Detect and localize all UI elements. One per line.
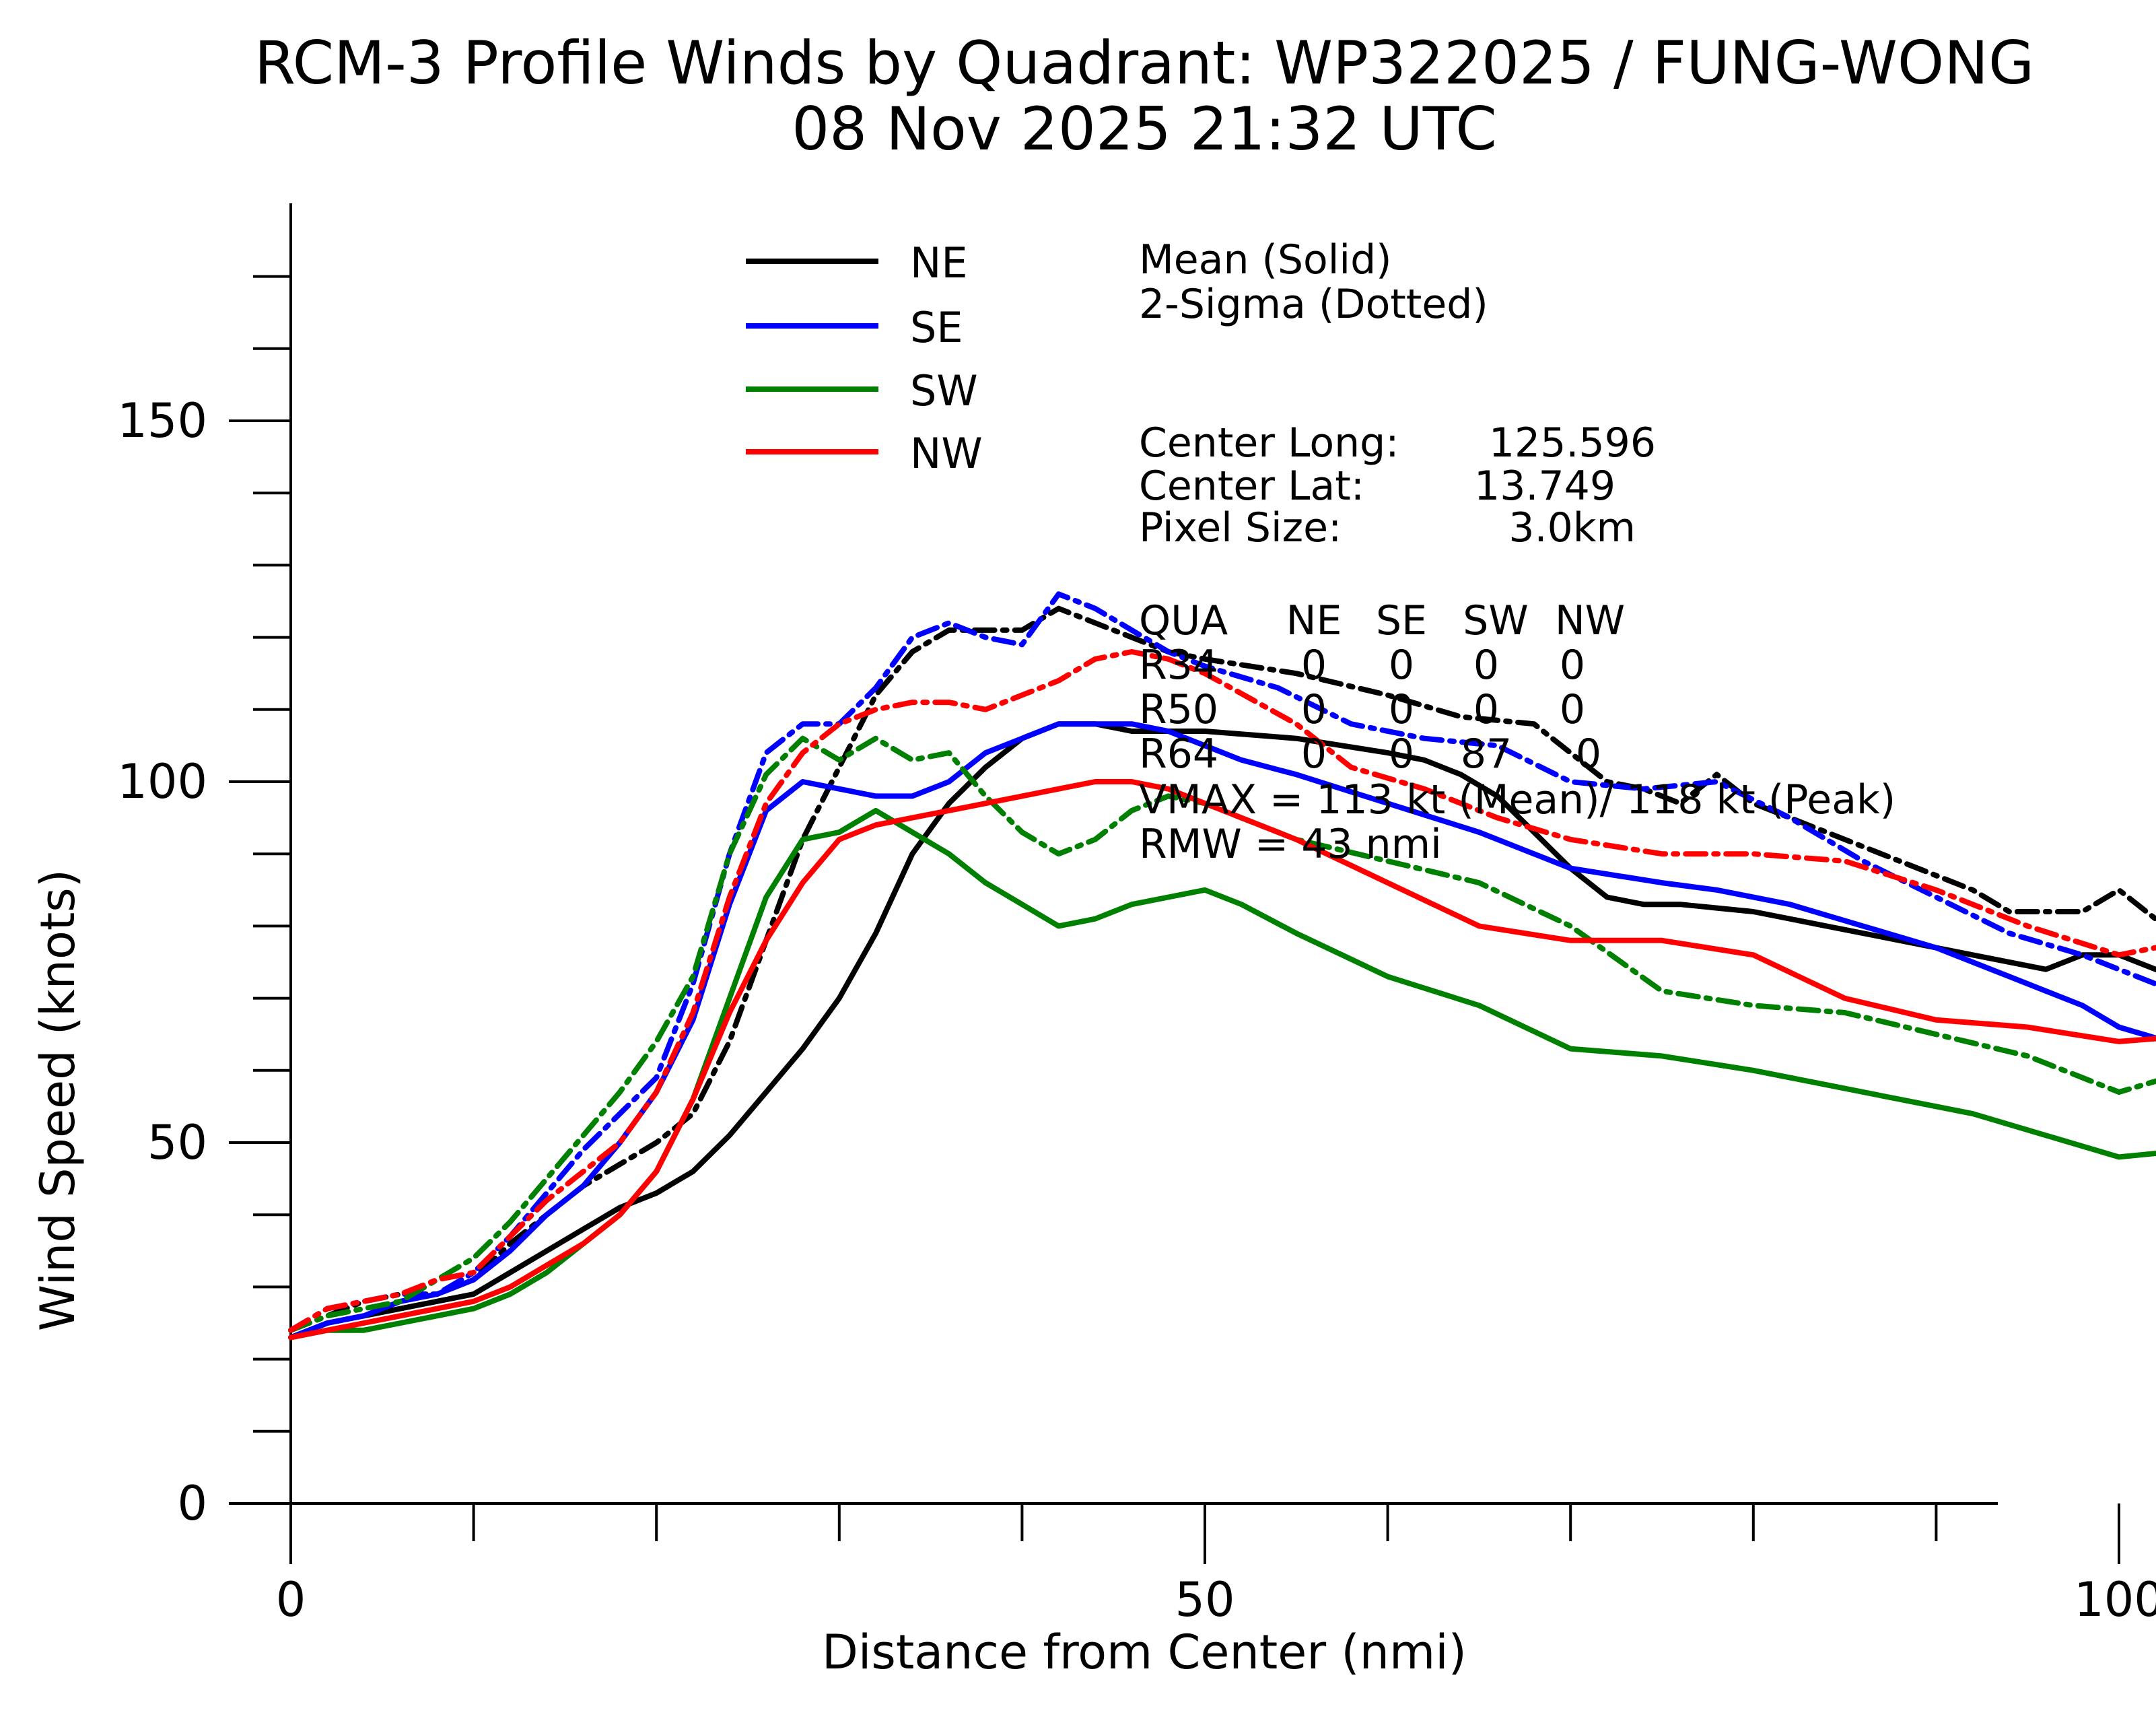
x-tick-label-100: 100 [2074,1572,2156,1627]
series-se-sigma-line [288,591,2156,1333]
row-r34-nw: 0 [1560,642,1585,689]
table-header-nw: NW [1555,597,1625,644]
x-tick-label-0: 0 [276,1572,306,1627]
vmax-text: VMAX = 113 kt (Mean)/ 118 kt (Peak) [1139,776,1896,823]
row-r64-ne: 0 [1301,731,1327,778]
x-tick-label-50: 50 [1175,1572,1235,1627]
row-r64-nw: 0 [1576,731,1601,778]
x-axis-label: Distance from Center (nmi) [822,1625,1467,1680]
legend-label-sw: SW [910,366,978,415]
row-r64-sw: 87 [1461,731,1512,778]
y-axis-label: Wind Speed (knots) [30,869,85,1331]
y-tick-label-100: 100 [117,754,207,809]
y-tick-label-0: 0 [177,1476,207,1531]
y-tick-label-50: 50 [147,1115,207,1170]
legend-label-se: SE [910,303,963,352]
series-se-mean-line [288,721,2156,1341]
mean-solid-note: Mean (Solid) [1139,236,1392,283]
series-ne-mean-line [288,721,2156,1341]
table-header-sw: SW [1463,597,1528,644]
row-r34-label: R34 [1139,642,1218,689]
legend-label-ne: NE [910,238,968,288]
row-r50-se: 0 [1389,686,1414,733]
row-r64-label: R64 [1139,731,1218,778]
sigma-dotted-note: 2-Sigma (Dotted) [1139,281,1488,328]
series-sw-sigma-line [288,735,2156,1333]
table-header-qua: QUA [1139,597,1228,644]
series-nw-sigma-line [288,649,2156,1333]
center-long-value: 125.596 [1489,419,1656,467]
table-header-ne: NE [1286,597,1342,644]
row-r34-ne: 0 [1301,642,1327,689]
center-lat-label: Center Lat: [1139,463,1364,510]
chart-title: RCM-3 Profile Winds by Quadrant: WP32202… [254,28,2034,98]
chart-subtitle: 08 Nov 2025 21:32 UTC [792,94,1497,164]
row-r50-label: R50 [1139,686,1218,733]
center-lat-value: 13.749 [1474,463,1615,510]
row-r34-sw: 0 [1473,642,1499,689]
pixel-size-label: Pixel Size: [1139,504,1342,551]
row-r50-nw: 0 [1560,686,1585,733]
plot-area: 050100150050100150 [117,203,2156,1627]
series-ne-sigma-line [288,605,2156,1333]
row-r64-se: 0 [1389,731,1414,778]
table-header-se: SE [1376,597,1427,644]
row-r34-se: 0 [1389,642,1414,689]
legend: NE SE SW NW [746,238,983,478]
series-sw-mean-line [288,807,2156,1341]
row-r50-ne: 0 [1301,686,1327,733]
series-nw-mean-line [288,779,2156,1341]
center-long-label: Center Long: [1139,419,1399,467]
y-tick-label-150: 150 [117,393,207,448]
rmw-text: RMW = 43 nmi [1139,821,1442,868]
info-panel: Mean (Solid) 2-Sigma (Dotted) Center Lon… [1139,236,1896,868]
legend-label-nw: NW [910,429,983,478]
row-r50-sw: 0 [1473,686,1499,733]
pixel-size-value: 3.0km [1508,504,1636,551]
